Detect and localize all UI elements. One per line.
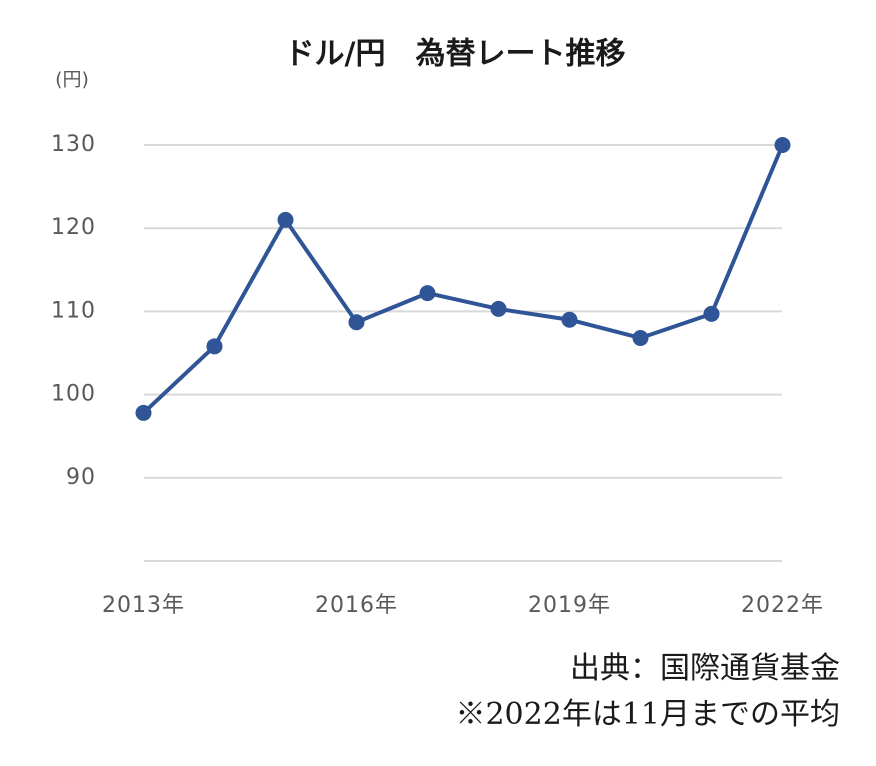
data-point [703, 305, 720, 322]
data-point [277, 211, 294, 228]
x-tick-label: 2019年 [528, 593, 611, 618]
x-tick-label: 2022年 [741, 593, 824, 618]
data-point [206, 338, 223, 355]
data-point [632, 330, 649, 347]
series-line [142, 144, 785, 415]
data-point [348, 314, 365, 331]
chart-title: ドル/円 為替レート推移 [285, 37, 626, 72]
y-tick-label: 120 [51, 215, 96, 240]
y-tick-label: 110 [51, 298, 96, 323]
y-tick-label: 100 [51, 382, 96, 407]
y-tick-label: 130 [51, 132, 96, 157]
data-point [561, 311, 578, 328]
y-tick-label: 90 [66, 465, 96, 490]
data-point [135, 404, 152, 421]
data-point [419, 285, 436, 302]
x-tick-label: 2016年 [315, 593, 398, 618]
data-point [774, 137, 791, 153]
footnote: ※2022年は11月までの平均 [455, 697, 840, 732]
unit-label: (円) [55, 69, 89, 91]
data-point [490, 300, 507, 317]
x-tick-label: 2013年 [102, 593, 185, 618]
source-note: 出典：国際通貨基金 [570, 651, 840, 686]
